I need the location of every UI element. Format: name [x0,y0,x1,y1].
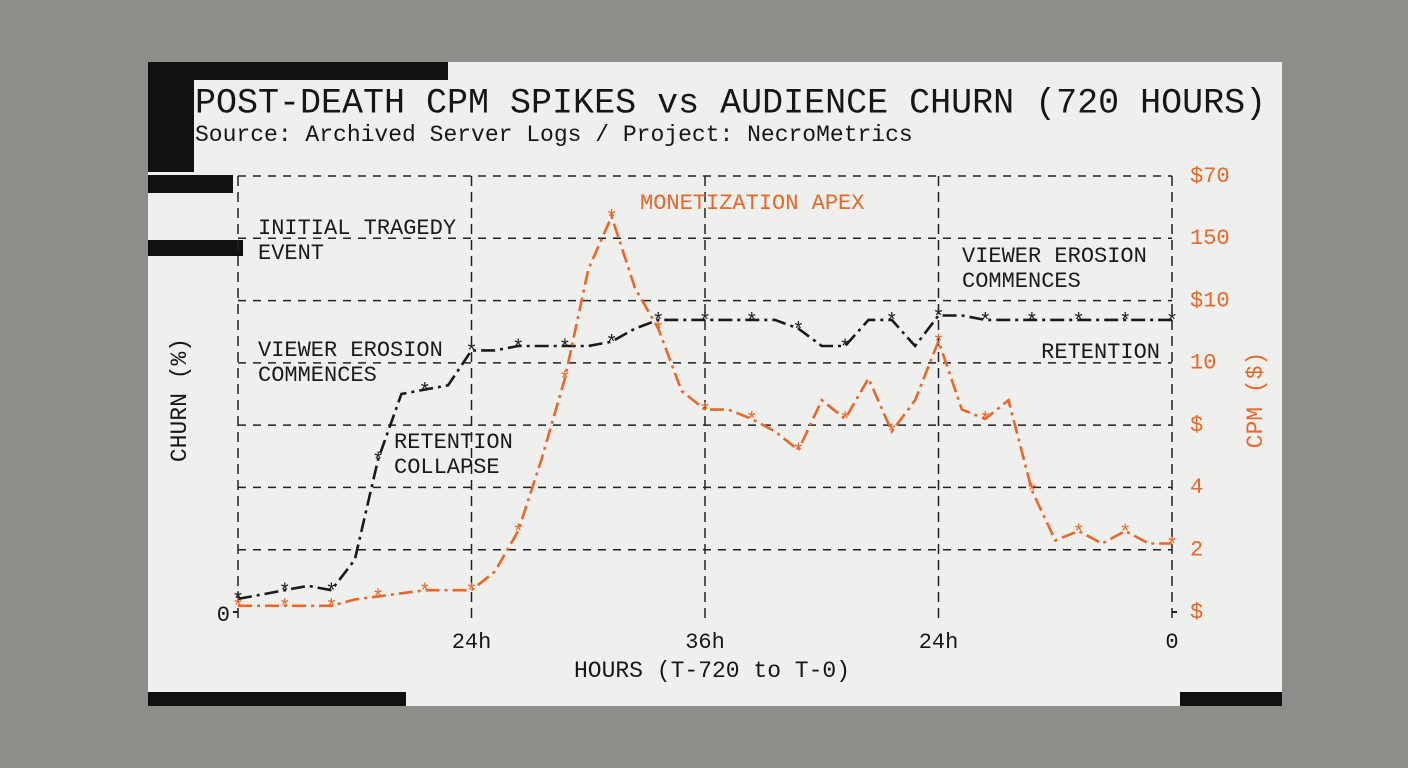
point-glyph: * [1119,311,1131,334]
y2-tick-label: 2 [1190,538,1203,563]
point-glyph: * [1119,522,1131,545]
point-glyph: * [325,597,337,620]
x-tick-label: 24h [919,630,959,655]
annotation: COLLAPSE [394,455,500,480]
point-glyph: * [886,423,898,446]
annotation: MONETIZATION APEX [640,191,864,216]
point-glyph: * [372,451,384,474]
chart-title: POST-DEATH CPM SPIKES vs AUDIENCE CHURN … [195,83,1266,123]
annotation: EVENT [258,241,324,266]
annotation: COMMENCES [258,363,377,388]
point-glyph: * [325,581,337,604]
ink-blot [148,62,448,80]
y2-tick-label: $10 [1190,288,1230,313]
y-axis-label: CHURN (%) [167,338,193,462]
point-glyph: * [512,337,524,360]
point-glyph: * [792,441,804,464]
point-glyph: * [606,208,618,231]
point-glyph: * [746,311,758,334]
y2-tick-label: 4 [1190,475,1203,500]
chart-subtitle: Source: Archived Server Logs / Project: … [195,122,913,148]
annotation: VIEWER EROSION [962,244,1147,269]
annotation: VIEWER EROSION [258,338,443,363]
point-glyph: * [465,342,477,365]
annotation: RETENTION [1041,340,1160,365]
point-glyph: * [699,401,711,424]
point-glyph: * [886,311,898,334]
point-glyph: * [419,581,431,604]
annotation: COMMENCES [962,269,1081,294]
point-glyph: * [1166,535,1178,558]
point-glyph: * [232,597,244,620]
point-glyph: * [979,311,991,334]
point-glyph: * [606,333,618,356]
point-glyph: * [419,381,431,404]
ink-blot [1180,692,1282,706]
point-glyph: * [279,581,291,604]
point-glyph: * [559,337,571,360]
point-glyph: * [652,311,664,334]
series-line [238,212,1172,608]
ink-blot [148,692,406,706]
point-glyph: * [932,307,944,330]
point-glyph: * [372,588,384,611]
paper-sheet [148,62,1282,706]
x-axis-label: HOURS (T-720 to T-0) [574,658,850,684]
y-tick-label: 0 [217,603,230,628]
point-glyph: * [1073,522,1085,545]
x-tick-label: 36h [685,630,725,655]
x-tick-label: 24h [452,630,492,655]
point-glyph: * [1026,311,1038,334]
point-glyph: * [839,410,851,433]
annotation: INITIAL TRAGEDY [258,216,456,241]
y2-tick-label: $ [1190,413,1203,438]
ink-blot [148,175,233,193]
point-glyph: * [652,320,664,343]
y2-axis-label: CPM ($) [1243,352,1269,449]
point-glyph: * [979,410,991,433]
ink-blot [148,62,194,172]
point-glyph: * [792,320,804,343]
y2-tick-label: 150 [1190,226,1230,251]
y2-tick-label: $70 [1190,164,1230,189]
y2-tick-label: 10 [1190,351,1216,376]
point-glyph: * [746,410,758,433]
ink-blot [148,240,243,256]
point-glyph: * [279,597,291,620]
point-glyph: * [699,311,711,334]
point-glyph: * [932,332,944,355]
x-tick-label: 0 [1165,630,1178,655]
point-glyph: * [1166,311,1178,334]
y2-tick-label: $ [1190,600,1203,625]
series-line [237,314,1172,601]
point-glyph: * [465,581,477,604]
annotation: RETENTION [394,430,513,455]
point-glyph: * [839,337,851,360]
point-glyph: * [232,590,244,613]
point-glyph: * [559,370,571,393]
point-glyph: * [512,522,524,545]
point-glyph: * [1073,311,1085,334]
point-glyph: * [1026,482,1038,505]
